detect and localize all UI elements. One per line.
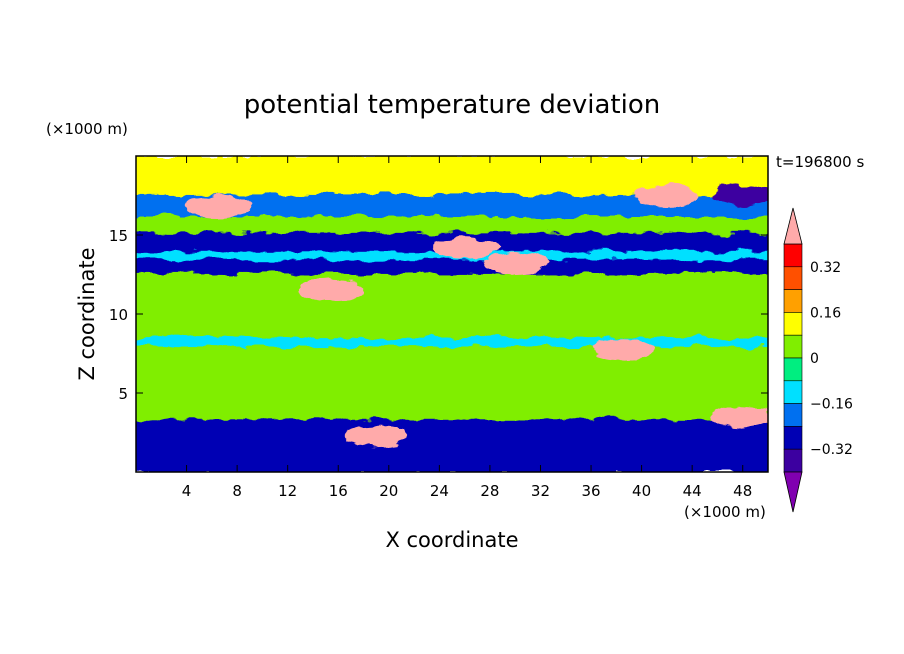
colorbar: 0.32 0.16 0 −0.16 −0.32 [783, 207, 853, 513]
field-anomaly [634, 184, 699, 207]
x-tick-label: 16 [329, 482, 348, 500]
colorbar-swatch [783, 266, 803, 290]
colorbar-swatch [783, 403, 803, 427]
field-band [136, 336, 768, 347]
y-tick-label: 10 [109, 306, 128, 324]
field-anomaly [590, 337, 655, 360]
time-label: t=196800 s [776, 153, 864, 171]
y-axis: 5 10 15 [109, 227, 768, 403]
field-anomaly [344, 424, 409, 447]
x-tick-label: 8 [232, 482, 242, 500]
field-band [136, 418, 768, 472]
colorbar-swatch [783, 312, 803, 336]
colorbar-swatch [783, 243, 803, 268]
field-anomaly [710, 405, 768, 428]
colorbar-swatch [783, 426, 803, 450]
colorbar-label: −0.32 [810, 442, 853, 458]
x-tick-label: 20 [379, 482, 398, 500]
x-tick-label: 32 [531, 482, 550, 500]
x-tick-label: 4 [182, 482, 192, 500]
field-anomaly [483, 252, 548, 275]
chart-title: potential temperature deviation [244, 90, 660, 120]
x-unit-label: (×1000 m) [684, 503, 766, 521]
field-band [136, 216, 768, 233]
colorbar-label: 0.32 [810, 260, 841, 276]
colorbar-swatch [783, 448, 803, 473]
plot-area [136, 156, 768, 472]
x-tick-label: 40 [632, 482, 651, 500]
x-tick-label: 44 [683, 482, 702, 500]
field-band [136, 345, 768, 420]
field-band [136, 272, 768, 327]
y-axis-label: Z coordinate [75, 247, 99, 380]
x-tick-label: 48 [733, 482, 752, 500]
colorbar-label: −0.16 [810, 397, 853, 413]
y-tick-label: 5 [118, 385, 128, 403]
y-tick-label: 15 [109, 227, 128, 245]
colorbar-swatch [783, 289, 803, 313]
colorbar-swatch [783, 357, 803, 382]
colorbar-label: 0.16 [810, 305, 841, 321]
field-anomaly [710, 184, 768, 207]
x-axis-label: X coordinate [385, 528, 518, 552]
field-anomaly [432, 236, 497, 259]
colorbar-swatch [783, 334, 803, 359]
x-tick-label: 36 [581, 482, 600, 500]
field-anomaly [186, 195, 251, 218]
field-band [136, 258, 768, 274]
x-axis: 4 8 12 16 20 24 28 32 36 40 44 48 [182, 156, 752, 500]
colorbar-label: 0 [810, 351, 819, 367]
colorbar-swatch [783, 380, 803, 404]
field-band [136, 193, 768, 218]
y-unit-label: (×1000 m) [46, 120, 128, 138]
x-tick-label: 12 [278, 482, 297, 500]
contour-field [136, 156, 768, 472]
colorbar-extend-low [783, 471, 803, 513]
field-band [136, 325, 768, 338]
x-tick-label: 24 [430, 482, 449, 500]
field-anomaly [299, 279, 364, 302]
x-tick-label: 28 [480, 482, 499, 500]
colorbar-extend-high [783, 207, 803, 245]
